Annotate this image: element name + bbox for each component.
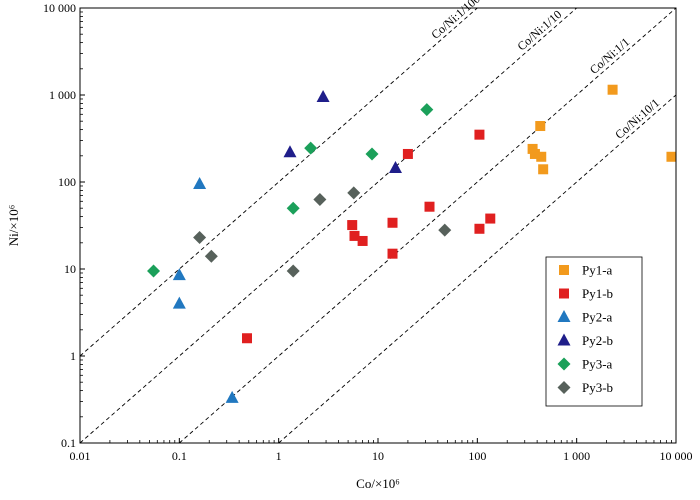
y-tick-label: 1	[70, 349, 76, 363]
data-point-py3-a	[420, 103, 434, 117]
y-tick-label: 10 000	[43, 1, 76, 15]
legend-label: Py1-a	[582, 263, 613, 278]
data-point-py1-b	[349, 230, 360, 241]
data-point-py3-b	[438, 223, 452, 237]
y-tick-label: 1 000	[49, 88, 76, 102]
x-tick-label: 10	[372, 449, 384, 463]
x-axis-title: Co/×10⁶	[356, 476, 400, 491]
legend: Py1-a Py1-b Py2-a Py2-b Py3-a Py3-b	[545, 256, 643, 407]
y-tick-label: 100	[58, 175, 76, 189]
data-point-py1-b	[387, 248, 398, 259]
data-point-py2-b	[388, 160, 402, 173]
legend-marker	[559, 288, 569, 299]
data-point-py2-a	[193, 176, 207, 189]
data-point-py1-b	[474, 129, 485, 140]
data-point-py3-b	[204, 249, 218, 263]
data-point-py3-a	[286, 201, 300, 215]
data-point-py1-b	[402, 148, 413, 159]
legend-label: Py2-b	[582, 333, 613, 348]
data-point-py1-a	[538, 164, 549, 175]
data-point-py1-b	[347, 220, 358, 231]
data-point-py3-a	[304, 141, 318, 155]
data-point-py1-b	[485, 213, 496, 224]
x-tick-label: 10 000	[660, 449, 693, 463]
reference-line-label: Co/Ni:1/1	[587, 35, 632, 77]
data-point-py2-b	[316, 89, 330, 102]
y-tick-label: 10	[64, 262, 76, 276]
data-point-py2-a	[172, 268, 186, 281]
reference-line	[79, 7, 478, 357]
y-axis-title: Ni/×10⁶	[6, 205, 21, 246]
data-point-py1-a	[536, 151, 547, 162]
data-point-py2-a	[225, 390, 239, 403]
legend-marker	[559, 265, 569, 275]
data-point-py1-a	[529, 148, 540, 159]
x-tick-label: 1 000	[563, 449, 590, 463]
data-point-py2-b	[283, 145, 297, 158]
reference-line	[179, 7, 677, 444]
legend-box	[545, 256, 643, 407]
x-tick-label: 0.01	[70, 449, 91, 463]
legend-marker	[557, 357, 571, 371]
data-point-py1-a	[666, 151, 677, 162]
data-point-py1-a	[535, 121, 546, 132]
reference-line	[79, 7, 577, 444]
data-point-py1-b	[242, 333, 253, 344]
data-point-py3-b	[313, 192, 327, 206]
reference-line-label: Co/Ni:10/1	[612, 96, 662, 142]
data-point-py1-b	[424, 201, 435, 212]
legend-label: Py3-b	[582, 380, 613, 395]
legend-label: Py1-b	[582, 286, 613, 301]
legend-marker	[557, 333, 571, 346]
legend-label: Py2-a	[582, 310, 613, 325]
data-point-py1-b	[357, 235, 368, 246]
data-point-py3-b	[347, 186, 361, 200]
x-tick-label: 1	[276, 449, 282, 463]
legend-marker	[557, 310, 571, 322]
reference-line-label: Co/Ni:1/10	[515, 7, 565, 53]
data-point-py2-a	[172, 296, 186, 309]
legend-marker	[557, 381, 571, 394]
x-tick-label: 100	[468, 449, 486, 463]
data-point-py3-a	[365, 147, 379, 161]
data-point-py1-a	[607, 84, 618, 95]
legend-label: Py3-a	[582, 357, 613, 372]
reference-line-label: Co/Ni:1/100	[428, 0, 482, 42]
data-point-py1-b	[474, 223, 485, 234]
x-tick-label: 0.1	[172, 449, 187, 463]
data-markers	[147, 84, 677, 403]
data-point-py3-a	[147, 264, 161, 278]
y-tick-label: 0.1	[61, 436, 76, 450]
data-point-py1-a	[527, 143, 538, 154]
data-point-py3-b	[286, 264, 300, 278]
data-point-py3-b	[193, 231, 207, 245]
data-point-py1-b	[387, 217, 398, 228]
